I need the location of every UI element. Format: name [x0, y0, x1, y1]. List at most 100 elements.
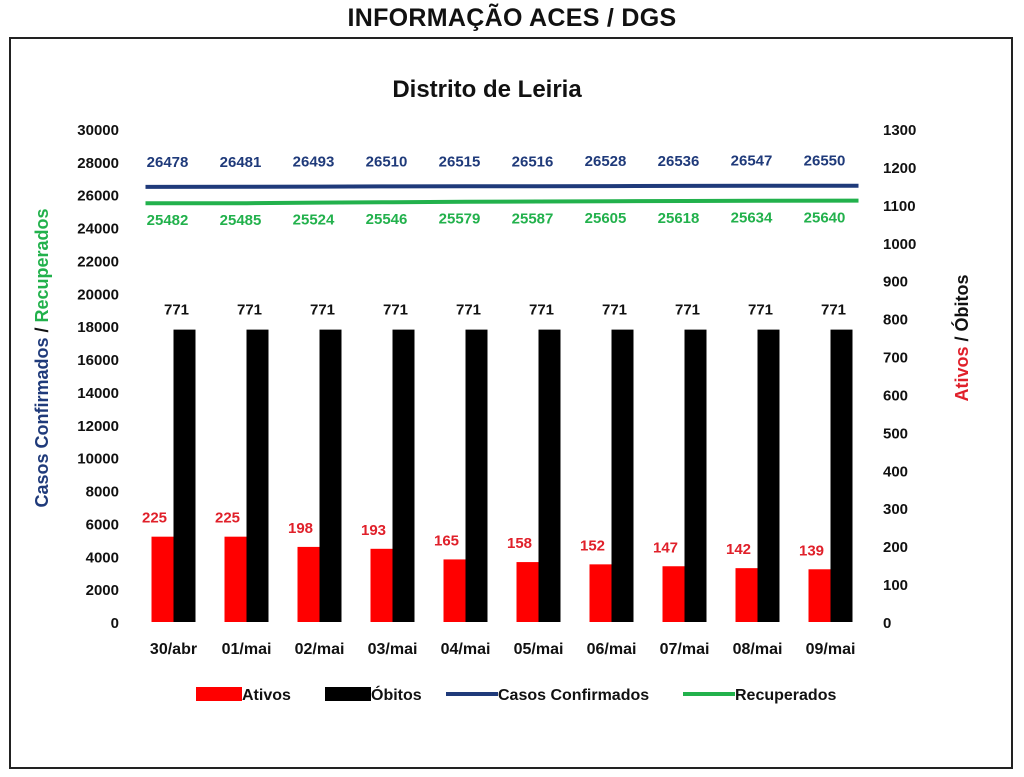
line-data-label: 25482 — [147, 212, 189, 229]
line-data-label: 25485 — [220, 212, 262, 229]
y-left-tick-label: 16000 — [77, 352, 119, 369]
line-data-label: 25634 — [731, 210, 773, 227]
y-right-tick-label: 0 — [883, 615, 891, 632]
bar-data-label: 771 — [164, 302, 189, 319]
bar--bitos — [465, 329, 488, 622]
line-data-label: 26516 — [512, 153, 554, 170]
y-left-tick-label: 0 — [111, 615, 119, 632]
bar-data-label: 158 — [507, 535, 532, 552]
bar-ativos — [370, 548, 393, 622]
y-right-tick-label: 300 — [883, 501, 908, 518]
y-right-tick-label: 1000 — [883, 236, 916, 253]
y-left-axis-title-part1: Casos Confirmados — [32, 338, 52, 508]
bar-ativos — [151, 536, 174, 622]
y-left-tick-label: 14000 — [77, 385, 119, 402]
y-right-axis-title-part1: Ativos — [952, 347, 972, 402]
bar-data-label: 225 — [215, 510, 240, 527]
y-left-axis-title-sep: / — [32, 322, 52, 337]
bar-ativos — [224, 536, 247, 622]
bars-layer — [151, 329, 853, 622]
x-tick-label: 03/mai — [368, 641, 418, 658]
y-right-tick-label: 1100 — [883, 198, 916, 215]
x-tick-label: 06/mai — [587, 641, 637, 658]
bar-data-label: 771 — [675, 302, 700, 319]
line-data-label: 26481 — [220, 154, 262, 171]
bar-data-label: 225 — [142, 510, 167, 527]
x-tick-label: 30/abr — [150, 641, 197, 658]
bar-ativos — [808, 569, 831, 622]
bar-data-label: 771 — [529, 302, 554, 319]
data-labels-layer: 225 225 198 193 165 158 152 147 142 139 771 771 771 7… — [142, 153, 846, 560]
y-left-tick-label: 30000 — [77, 122, 119, 139]
lines-layer — [145, 183, 859, 206]
y-right-axis-title-sep: / — [952, 331, 972, 346]
chart-title: Distrito de Leiria — [392, 76, 582, 103]
bar-data-label: 198 — [288, 520, 313, 537]
line-data-label: 25587 — [512, 211, 554, 228]
y-right-axis-title: Ativos / Óbitos — [951, 274, 972, 401]
y-right-tick-label: 100 — [883, 577, 908, 594]
y-left-tick-label: 12000 — [77, 418, 119, 435]
bar-data-label: 193 — [361, 522, 386, 539]
bar-ativos — [735, 568, 758, 622]
bar-data-label: 142 — [726, 541, 751, 558]
line-data-label: 26493 — [293, 154, 335, 171]
bar-data-label: 771 — [821, 302, 846, 319]
y-left-axis-title: Casos Confirmados / Recuperados — [32, 208, 52, 507]
y-left-axis-title-part2: Recuperados — [32, 208, 52, 322]
axes-layer: 0200040006000800010000120001400016000180… — [32, 122, 972, 658]
chart-frame — [9, 37, 1013, 769]
bar--bitos — [684, 329, 707, 622]
y-left-tick-label: 18000 — [77, 319, 119, 336]
line-data-label: 25546 — [366, 211, 408, 228]
y-left-tick-label: 22000 — [77, 253, 119, 270]
legend: Ativos Óbitos Casos Confirmados Recuperados — [196, 685, 836, 704]
y-right-tick-label: 900 — [883, 274, 908, 291]
bar-data-label: 139 — [799, 542, 824, 559]
y-left-tick-label: 2000 — [86, 582, 119, 599]
bar--bitos — [757, 329, 780, 622]
y-right-tick-label: 200 — [883, 539, 908, 556]
y-left-tick-label: 20000 — [77, 286, 119, 303]
y-left-tick-label: 8000 — [86, 484, 119, 501]
bar-ativos — [662, 566, 685, 622]
bar-ativos — [297, 546, 320, 622]
y-right-tick-label: 500 — [883, 425, 908, 442]
line-data-label: 26547 — [731, 153, 773, 170]
page-title: INFORMAÇÃO ACES / DGS — [347, 4, 677, 32]
bar-data-label: 165 — [434, 532, 459, 549]
line-data-label: 25640 — [804, 210, 846, 227]
y-right-tick-label: 1200 — [883, 160, 916, 177]
x-tick-label: 02/mai — [295, 641, 345, 658]
y-right-tick-label: 800 — [883, 312, 908, 329]
bar--bitos — [319, 329, 342, 622]
x-tick-label: 04/mai — [441, 641, 491, 658]
bar--bitos — [611, 329, 634, 622]
y-right-tick-label: 1300 — [883, 122, 916, 139]
bar-data-label: 771 — [237, 302, 262, 319]
x-tick-label: 01/mai — [222, 641, 272, 658]
x-tick-label: 08/mai — [733, 641, 783, 658]
bar-ativos — [516, 562, 539, 622]
y-right-axis-title-part2: Óbitos — [951, 274, 972, 331]
x-tick-label: 05/mai — [514, 641, 564, 658]
y-right-tick-label: 400 — [883, 463, 908, 480]
bar-data-label: 152 — [580, 537, 605, 554]
legend-swatch--bitos — [325, 687, 371, 701]
line-data-label: 26550 — [804, 153, 846, 170]
y-left-tick-label: 4000 — [86, 549, 119, 566]
line-data-label: 25605 — [585, 210, 627, 227]
bar--bitos — [538, 329, 561, 622]
x-tick-label: 07/mai — [660, 641, 710, 658]
line-data-label: 25618 — [658, 210, 700, 227]
line-data-label: 26478 — [147, 154, 189, 171]
bar--bitos — [246, 329, 269, 622]
line-data-label: 25579 — [439, 211, 481, 228]
line-data-label: 26510 — [366, 153, 408, 170]
bar--bitos — [173, 329, 196, 622]
line-data-label: 25524 — [293, 212, 335, 229]
y-right-tick-label: 700 — [883, 350, 908, 367]
y-left-tick-label: 6000 — [86, 516, 119, 533]
y-left-tick-label: 24000 — [77, 221, 119, 238]
